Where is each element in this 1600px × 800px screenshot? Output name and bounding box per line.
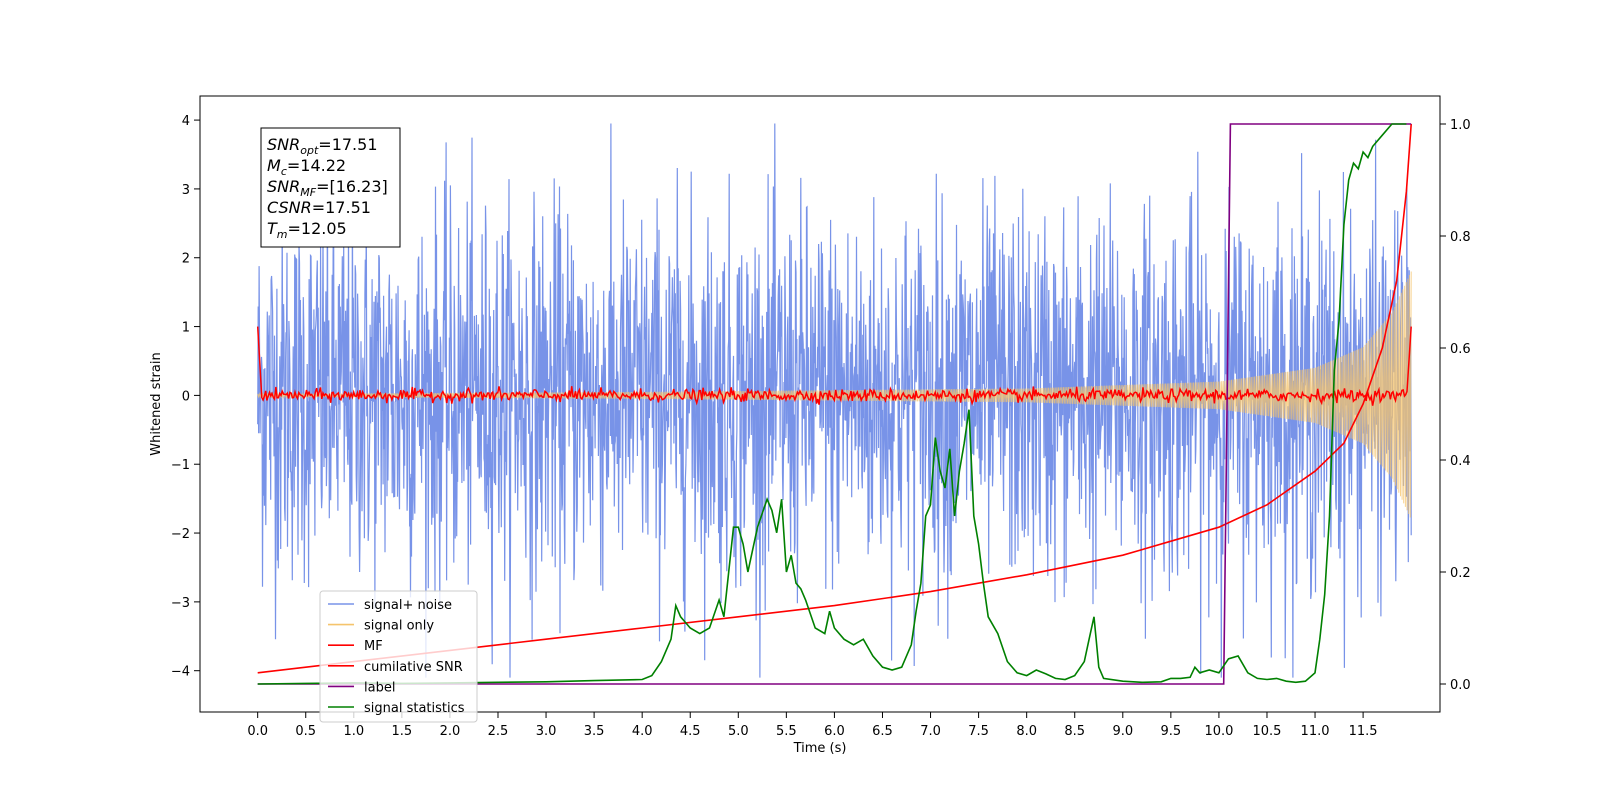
x-tick-label: 7.5: [968, 724, 989, 739]
x-tick-label: 4.5: [680, 724, 701, 739]
x-tick-label: 3.5: [584, 724, 605, 739]
series-cumulative-snr-line: [257, 123, 1412, 674]
annotation-box-frame: [260, 127, 401, 248]
axes-frame: [199, 95, 1441, 713]
x-tick-label: 1.0: [343, 724, 364, 739]
x-tick-label: 8.0: [1016, 724, 1037, 739]
legend-entry: signal statistics: [364, 701, 465, 716]
y-tick-label: −1: [171, 458, 190, 473]
annotation-line: SNRopt=17.51: [267, 135, 378, 157]
legend-entry: MF: [364, 639, 383, 654]
x-tick-label: 6.5: [872, 724, 893, 739]
x-tick-label: 11.5: [1349, 724, 1378, 739]
y-tick-label: −3: [171, 596, 190, 611]
y-right-tick-label: 0.6: [1450, 342, 1471, 357]
series-signal-noise-line: [257, 123, 1412, 678]
legend-entry: label: [364, 680, 395, 695]
y-right-tick-label: 1.0: [1450, 118, 1471, 133]
series-signal-statistics-line: [257, 123, 1407, 685]
x-axis-label: Time (s): [793, 741, 847, 756]
y-right-tick-label: 0.4: [1450, 454, 1471, 469]
annotation-line: CSNR=17.51: [267, 198, 371, 217]
annotation-line: Tm=12.05: [267, 219, 347, 241]
x-tick-label: 5.5: [776, 724, 797, 739]
y-right-tick-label: 0.0: [1450, 678, 1471, 693]
x-tick-label: 5.0: [728, 724, 749, 739]
y-tick-label: 1: [182, 321, 190, 336]
legend-entry: cumilative SNR: [364, 660, 463, 675]
x-tick-label: 3.0: [536, 724, 557, 739]
y-right-tick-label: 0.2: [1450, 566, 1471, 581]
legend-entry: signal only: [364, 619, 434, 634]
y-tick-label: 4: [182, 114, 190, 129]
x-tick-label: 8.5: [1064, 724, 1085, 739]
x-tick-label: 9.0: [1112, 724, 1133, 739]
x-tick-label: 7.0: [920, 724, 941, 739]
plot-area: [256, 123, 1412, 685]
stats-annotation-box: SNRopt=17.51Mc=14.22SNRMF=[16.23]CSNR=17…: [260, 127, 401, 248]
x-tick-label: 2.5: [488, 724, 509, 739]
y-right-tick-label: 0.8: [1450, 230, 1471, 245]
annotation-line: SNRMF=[16.23]: [267, 177, 388, 199]
y-tick-label: −4: [171, 665, 190, 680]
y-tick-label: 0: [182, 389, 190, 404]
y-axis-right: 0.0 0.2 0.4 0.6 0.8 1.0: [1440, 118, 1471, 693]
legend: signal+ noise signal only MF cumilative SNR…: [319, 590, 478, 723]
x-axis: 0.0 0.5 1.0 1.5 2.0 2.5 3.0 3.5 4.0 4.5 5.0 5.5 6.0 6…: [247, 712, 1378, 739]
x-tick-label: 10.0: [1204, 724, 1233, 739]
annotation-line: Mc=14.22: [267, 156, 346, 178]
y-tick-label: 3: [182, 183, 190, 198]
x-tick-label: 2.0: [440, 724, 461, 739]
y-tick-label: −2: [171, 527, 190, 542]
x-tick-label: 11.0: [1301, 724, 1330, 739]
x-tick-label: 0.5: [295, 724, 316, 739]
x-tick-label: 9.5: [1161, 724, 1182, 739]
x-tick-label: 1.5: [392, 724, 413, 739]
legend-entry: signal+ noise: [364, 598, 452, 613]
x-tick-label: 4.0: [632, 724, 653, 739]
y-axis-left: −4 −3 −2 −1 0 1 2 3 4: [171, 114, 200, 680]
x-tick-label: 6.0: [824, 724, 845, 739]
legend-frame: [319, 590, 478, 723]
x-tick-label: 0.0: [247, 724, 268, 739]
series-label-line: [257, 123, 1412, 685]
y-tick-label: 2: [182, 252, 190, 267]
series-mf-line: [256, 326, 1412, 406]
x-tick-label: 10.5: [1253, 724, 1282, 739]
y-axis-label: Whitened strain: [149, 352, 164, 455]
